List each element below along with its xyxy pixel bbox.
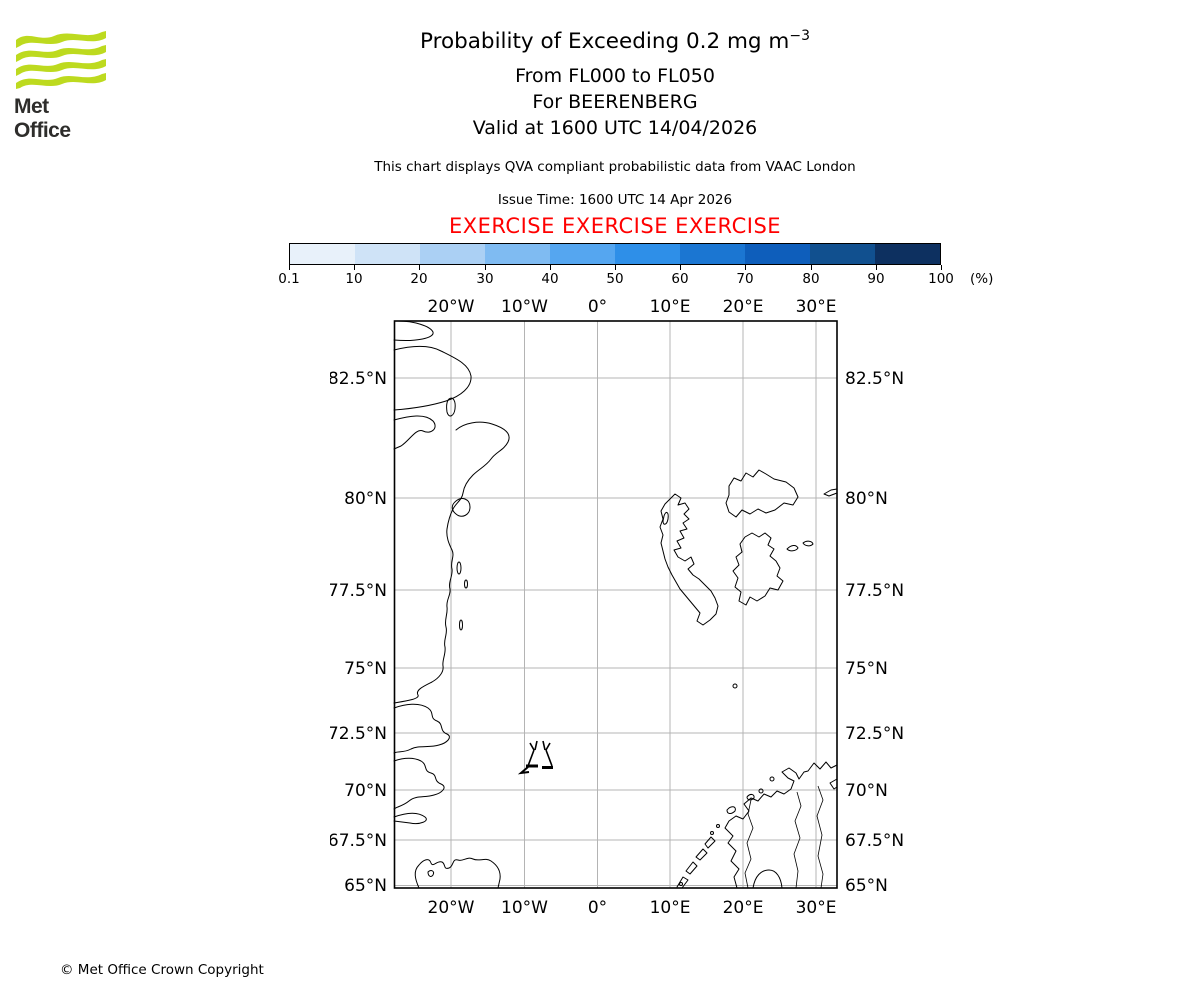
colorbar-tick-label: 60 [671, 271, 689, 287]
lon-labels-bottom: 20°W 10°W 0° 10°E 20°E 30°E [428, 898, 837, 918]
lat-tick-label: 70°N [344, 781, 387, 801]
lat-tick-label: 75°N [344, 659, 387, 679]
lon-tick-label: 20°E [723, 898, 764, 918]
logo-wordmark: Met Office [14, 95, 71, 142]
exercise-banner: EXERCISE EXERCISE EXERCISE [448, 214, 782, 238]
lon-tick-label: 20°E [723, 297, 764, 317]
title-exponent: −3 [789, 28, 810, 44]
colorbar-segment [550, 244, 615, 264]
colorbar-tick-label: 10 [345, 271, 363, 287]
lat-tick-label: 80°N [344, 489, 387, 509]
lat-labels-right: 82.5°N 80°N 77.5°N 75°N 72.5°N 70°N 67.5… [845, 369, 904, 896]
colorbar-labels: 0.1 10 20 30 40 50 60 70 80 90 100 [278, 271, 954, 287]
lat-tick-label: 67.5°N [845, 831, 904, 851]
colorbar-segment [290, 244, 355, 264]
lat-tick-label: 80°N [845, 489, 888, 509]
met-office-waves-icon [16, 31, 106, 89]
lon-tick-label: 10°E [650, 898, 691, 918]
probability-colorbar [289, 243, 941, 265]
colorbar-segment [810, 244, 875, 264]
subtitle-flight-levels: From FL000 to FL050 [515, 65, 715, 87]
colorbar-tick-label: 50 [606, 271, 624, 287]
colorbar-segment [615, 244, 680, 264]
colorbar-tick-label: 30 [476, 271, 494, 287]
lat-tick-label: 70°N [845, 781, 888, 801]
colorbar-segment [745, 244, 810, 264]
lon-tick-label: 10°E [650, 297, 691, 317]
subtitle-volcano: For BEERENBERG [532, 91, 698, 113]
lat-labels-left: 82.5°N 80°N 77.5°N 75°N 72.5°N 70°N 67.5… [328, 369, 387, 896]
lon-labels-top: 20°W 10°W 0° 10°E 20°E 30°E [428, 297, 837, 317]
map-svg: 20°W 10°W 0° 10°E 20°E 30°E 20°W 10°W 0°… [328, 297, 904, 918]
colorbar-tick-label: 70 [736, 271, 754, 287]
lon-tick-label: 20°W [428, 297, 475, 317]
colorbar-segment [875, 244, 940, 264]
volcano-marker-icon [517, 740, 553, 775]
qva-note: This chart displays QVA compliant probab… [374, 159, 856, 175]
lat-tick-label: 67.5°N [330, 831, 387, 851]
colorbar-unit-label: (%) [970, 271, 994, 287]
map-frame [393, 320, 838, 889]
lon-tick-label: 10°W [501, 297, 548, 317]
copyright-notice: © Met Office Crown Copyright [60, 962, 264, 978]
lon-tick-label: 10°W [501, 898, 548, 918]
lat-tick-label: 77.5°N [330, 581, 387, 601]
subtitle-valid-time: Valid at 1600 UTC 14/04/2026 [472, 117, 758, 139]
colorbar-segment [355, 244, 420, 264]
colorbar-segment [680, 244, 745, 264]
lat-tick-label: 75°N [845, 659, 888, 679]
lat-tick-label: 77.5°N [845, 581, 904, 601]
met-office-logo: Met Office [14, 28, 109, 143]
map-area: 20°W 10°W 0° 10°E 20°E 30°E 20°W 10°W 0°… [328, 288, 920, 920]
lat-tick-label: 72.5°N [330, 724, 387, 744]
lat-tick-label: 82.5°N [845, 369, 904, 389]
colorbar-tick-label: 40 [541, 271, 559, 287]
lat-tick-label: 65°N [845, 876, 888, 896]
grid-lines [394, 321, 837, 888]
colorbar-tick-label: 90 [867, 271, 885, 287]
colorbar-tick-label: 100 [928, 271, 954, 287]
lat-tick-label: 72.5°N [845, 724, 904, 744]
colorbar-tick-label: 0.1 [278, 271, 300, 287]
country-borders [744, 785, 824, 889]
lon-tick-label: 20°W [428, 898, 475, 918]
lon-tick-label: 0° [588, 297, 607, 317]
colorbar-segment [485, 244, 550, 264]
page-title: Probability of Exceeding 0.2 mg m−3 [419, 28, 810, 55]
lat-tick-label: 65°N [344, 876, 387, 896]
colorbar-tick-label: 80 [802, 271, 820, 287]
lon-tick-label: 30°E [796, 898, 837, 918]
lon-tick-label: 30°E [796, 297, 837, 317]
colorbar-tick-label: 20 [410, 271, 428, 287]
colorbar-segment [420, 244, 485, 264]
lat-tick-label: 82.5°N [330, 369, 387, 389]
lon-tick-label: 0° [588, 898, 607, 918]
issue-time: Issue Time: 1600 UTC 14 Apr 2026 [497, 192, 733, 208]
colorbar-ticks [289, 265, 942, 271]
coastlines [393, 320, 838, 889]
